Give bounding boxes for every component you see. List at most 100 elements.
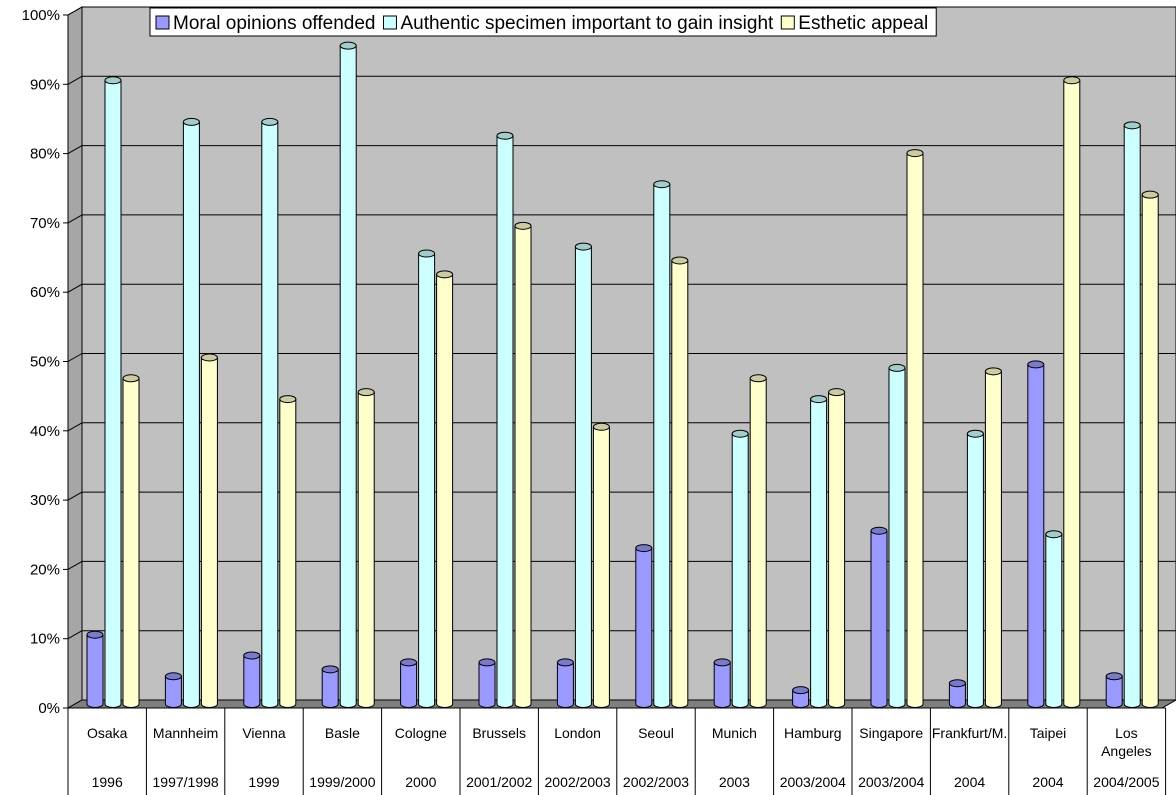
bar-2 — [182, 117, 200, 708]
bar-top — [1027, 360, 1045, 369]
gridline-side — [67, 560, 83, 570]
bar-body — [182, 121, 200, 708]
bar-body — [713, 661, 731, 708]
bar-1 — [478, 658, 496, 708]
legend-swatch — [382, 15, 397, 30]
bar-top — [104, 76, 122, 85]
bar-2 — [261, 117, 279, 708]
gridline-side — [67, 145, 83, 155]
x-category-label: Brussels — [472, 725, 526, 741]
bar-3 — [749, 374, 767, 708]
bar-3 — [906, 149, 924, 708]
gridline-side — [67, 283, 83, 293]
bar-body — [671, 259, 689, 708]
x-year-label: 2004 — [954, 774, 985, 790]
bar-body — [1141, 194, 1159, 708]
bar-2 — [966, 429, 984, 708]
bar-body — [122, 377, 140, 708]
x-category-label: Mannheim — [153, 725, 218, 741]
bar-top — [122, 374, 140, 383]
y-tick-label: 0% — [38, 700, 60, 717]
y-tick-label: 30% — [30, 492, 60, 509]
bar-1 — [792, 686, 810, 708]
bar-top — [966, 429, 984, 438]
bar-top — [906, 149, 924, 158]
bar-body — [574, 246, 592, 708]
bar-body — [321, 668, 339, 708]
bar-2 — [1045, 530, 1063, 708]
bar-2 — [653, 180, 671, 708]
x-year-label: 2002/2003 — [623, 774, 689, 790]
y-tick-label: 60% — [30, 284, 60, 301]
bar-body — [104, 79, 122, 708]
x-category-label: Seoul — [638, 725, 674, 741]
y-tick-label: 100% — [22, 7, 60, 24]
floor — [66, 699, 1176, 709]
gridline-side — [67, 6, 83, 16]
x-category-label: Munich — [712, 725, 757, 741]
y-tick-label: 90% — [30, 76, 60, 93]
bar-body — [261, 121, 279, 708]
y-tick-label: 80% — [30, 146, 60, 163]
bar-top — [870, 526, 888, 535]
bar-1 — [635, 544, 653, 708]
gridline-side — [67, 75, 83, 85]
bar-body — [653, 183, 671, 708]
x-year-label: 2002/2003 — [545, 774, 611, 790]
x-year-label: 1996 — [92, 774, 123, 790]
bar-body — [731, 433, 749, 708]
bar-2 — [810, 395, 828, 708]
bar-1 — [870, 526, 888, 708]
bar-2 — [574, 242, 592, 708]
bar-body — [1123, 124, 1141, 708]
bar-top — [731, 429, 749, 438]
x-year-label: 1999 — [248, 774, 279, 790]
bar-top — [984, 367, 1002, 376]
bar-3 — [200, 353, 218, 708]
bar-top — [1063, 76, 1081, 85]
y-tick-label: 40% — [30, 423, 60, 440]
bar-top — [321, 665, 339, 674]
legend-swatch — [155, 15, 170, 30]
bar-body — [418, 253, 436, 708]
bar-body — [514, 225, 532, 708]
bar-body — [870, 530, 888, 708]
y-tick-label: 20% — [30, 561, 60, 578]
bar-body — [810, 398, 828, 708]
bar-3 — [279, 395, 297, 708]
bar-1 — [1027, 360, 1045, 708]
bar-top — [749, 374, 767, 383]
bar-body — [86, 634, 104, 708]
x-category-label: Los — [1115, 725, 1138, 741]
bar-top — [592, 422, 610, 431]
x-year-label: 2004 — [1032, 774, 1063, 790]
bar-top — [496, 131, 514, 140]
bar-top — [478, 658, 496, 667]
bar-top — [243, 651, 261, 660]
bar-top — [1141, 190, 1159, 199]
x-category-label: London — [554, 725, 601, 741]
bar-top — [1123, 121, 1141, 130]
x-category-label: Vienna — [242, 725, 286, 741]
bar-body — [478, 661, 496, 708]
bar-body — [906, 152, 924, 708]
bar-3 — [436, 270, 454, 708]
x-category-label: Basle — [325, 725, 360, 741]
bar-1 — [556, 658, 574, 708]
bar-1 — [948, 679, 966, 708]
bar-body — [556, 661, 574, 708]
bar-3 — [1141, 190, 1159, 708]
bar-top — [556, 658, 574, 667]
bar-3 — [1063, 76, 1081, 708]
bar-body — [1063, 79, 1081, 708]
x-category-label: Osaka — [87, 725, 128, 741]
bar-body — [749, 377, 767, 708]
bar-body — [888, 367, 906, 708]
bar-body — [948, 682, 966, 708]
bar-top — [1045, 530, 1063, 539]
x-category-label: Cologne — [395, 725, 447, 741]
x-category-label: Hamburg — [784, 725, 842, 741]
x-axis-table: Osaka 1996 Mannheim 1997/1998 Vienna 1999 Basl… — [67, 707, 1167, 795]
bar-body — [164, 675, 182, 708]
